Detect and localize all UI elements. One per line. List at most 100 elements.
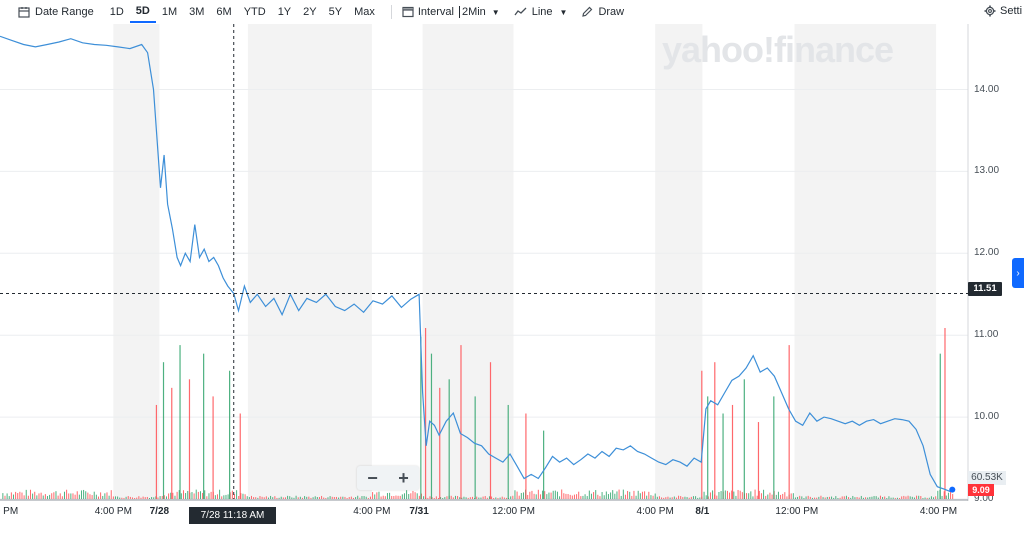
- volume-bar: [809, 496, 811, 499]
- volume-bar: [862, 497, 864, 499]
- period-tab-1m[interactable]: 1M: [161, 6, 178, 18]
- volume-bar: [667, 496, 669, 499]
- period-tab-2y[interactable]: 2Y: [303, 6, 317, 18]
- volume-bar: [860, 495, 862, 499]
- volume-bar: [15, 491, 17, 499]
- volume-bar: [663, 497, 665, 499]
- interval-button[interactable]: Interval 2Min ▼: [402, 6, 500, 18]
- volume-tag: 60.53K: [968, 471, 1006, 485]
- volume-bar: [331, 496, 333, 499]
- volume-bar: [916, 495, 918, 499]
- volume-bar: [922, 498, 924, 499]
- volume-bar: [699, 497, 701, 499]
- volume-bar: [49, 494, 51, 499]
- draw-button[interactable]: Draw: [581, 6, 624, 18]
- volume-bar: [389, 492, 391, 499]
- volume-bar: [310, 497, 312, 499]
- volume-bar: [716, 495, 718, 499]
- chart-type-label: Line: [531, 6, 553, 18]
- volume-bar: [397, 495, 399, 499]
- volume-bar: [875, 496, 877, 499]
- zoom-out-button[interactable]: −: [367, 468, 378, 488]
- volume-bar: [423, 496, 425, 499]
- volume-bar: [814, 497, 816, 499]
- volume-bar: [709, 492, 711, 499]
- period-tab-3m[interactable]: 3M: [189, 6, 205, 18]
- volume-bar: [450, 495, 452, 499]
- volume-bar: [223, 495, 225, 499]
- volume-bar: [459, 497, 461, 499]
- volume-bar: [707, 496, 709, 499]
- volume-bar: [338, 497, 340, 499]
- x-tick-label: 7/31: [409, 506, 429, 517]
- period-tab-1d[interactable]: 1D: [109, 6, 124, 18]
- volume-bar: [811, 497, 813, 499]
- volume-bar: [21, 492, 23, 499]
- volume-bar: [491, 496, 493, 499]
- volume-bar: [42, 495, 44, 499]
- volume-bar: [656, 496, 658, 499]
- volume-bar: [792, 493, 794, 499]
- period-tab-max[interactable]: Max: [354, 6, 375, 18]
- volume-bar: [301, 497, 303, 499]
- x-tick-label: 4:00 PM: [636, 506, 674, 517]
- volume-bar: [202, 492, 204, 499]
- volume-bar: [335, 496, 337, 499]
- period-tab-ytd[interactable]: YTD: [243, 6, 266, 18]
- volume-bar: [729, 492, 731, 499]
- expand-panel-button[interactable]: ›: [1012, 258, 1024, 288]
- volume-bar: [391, 495, 393, 499]
- volume-bar: [786, 496, 788, 499]
- x-tick-label: 12:00 PM: [775, 506, 819, 517]
- volume-bar: [833, 497, 835, 499]
- volume-bar: [903, 495, 905, 499]
- volume-bar: [757, 422, 760, 499]
- volume-bar: [314, 496, 316, 499]
- volume-bar: [214, 495, 216, 499]
- volume-bar: [816, 497, 818, 499]
- gear-icon: [984, 5, 996, 17]
- volume-bar: [678, 495, 680, 499]
- volume-bar: [110, 490, 112, 499]
- volume-bar: [291, 497, 293, 499]
- x-tick-label: 12:00 PM: [492, 506, 535, 517]
- volume-bar: [424, 328, 427, 499]
- volume-bar: [501, 496, 503, 499]
- volume-bar: [754, 489, 756, 499]
- chart-type-button[interactable]: Line ▼: [514, 6, 567, 18]
- volume-bar: [386, 493, 388, 499]
- volume-bar: [688, 497, 690, 499]
- x-tick-label: 4:00 PM: [919, 506, 958, 517]
- volume-bar: [537, 489, 539, 499]
- volume-bar: [361, 496, 363, 499]
- volume-bar: [586, 496, 588, 499]
- period-tab-6m[interactable]: 6M: [216, 6, 232, 18]
- settings-label: Setti: [1000, 5, 1023, 17]
- volume-bar: [533, 493, 535, 499]
- volume-bar: [773, 396, 775, 499]
- volume-bar: [29, 489, 31, 499]
- period-tab-5d[interactable]: 5D: [129, 1, 156, 23]
- volume-bar: [229, 492, 231, 499]
- settings-button[interactable]: Setti: [984, 5, 1022, 17]
- volume-bar: [622, 489, 624, 499]
- chart-toolbar: Date Range 1D 5D 1M 3M 6M YTD 1Y 2Y 5Y Max Interv…: [0, 0, 1024, 24]
- zoom-in-button[interactable]: +: [398, 468, 409, 488]
- volume-bar: [845, 495, 847, 499]
- volume-bar: [514, 490, 516, 499]
- volume-bar: [197, 491, 199, 499]
- price-line: [0, 35, 951, 493]
- volume-bar: [240, 493, 242, 499]
- volume-bar: [482, 496, 484, 499]
- volume-bar: [478, 497, 480, 499]
- volume-bar: [890, 497, 892, 499]
- volume-bar: [40, 492, 42, 499]
- volume-bar: [873, 496, 875, 499]
- period-tab-5y[interactable]: 5Y: [328, 6, 343, 18]
- volume-bar: [741, 492, 743, 499]
- volume-bar: [648, 491, 650, 499]
- volume-bar: [442, 498, 444, 499]
- period-tab-1y[interactable]: 1Y: [277, 6, 292, 18]
- date-range-button[interactable]: Date Range: [18, 6, 94, 18]
